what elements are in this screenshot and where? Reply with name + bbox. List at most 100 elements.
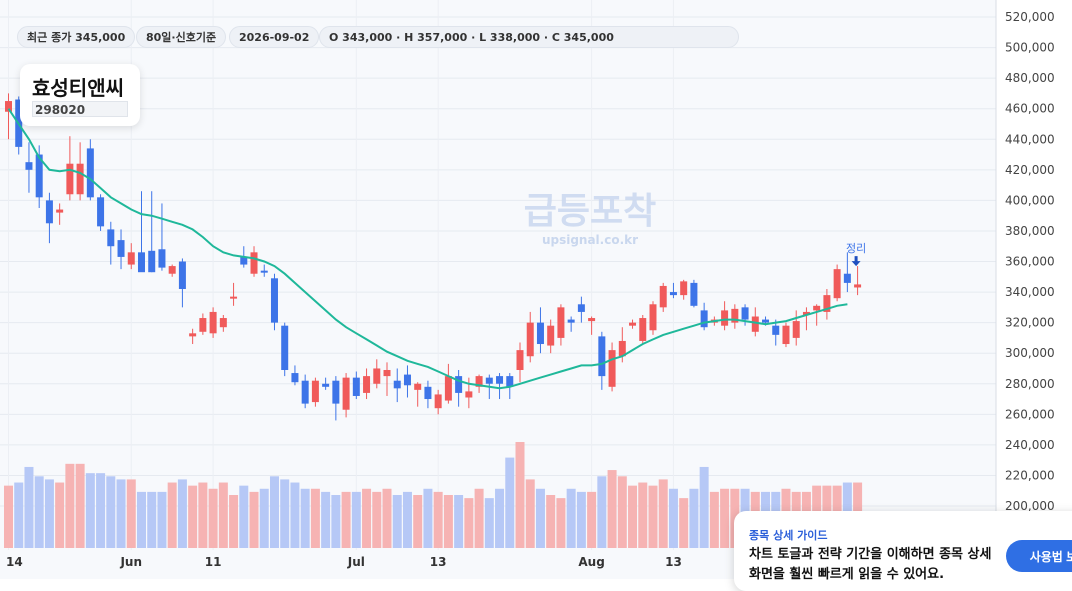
volume-bar — [628, 485, 638, 548]
stock-name-card: 효성티앤씨 298020 — [20, 64, 140, 126]
candle-body — [137, 252, 145, 273]
volume-bar — [157, 491, 167, 548]
volume-bar — [525, 479, 535, 548]
candle-body — [434, 394, 442, 409]
volume-bar — [229, 495, 239, 548]
candle-body — [741, 307, 749, 320]
candle-body — [199, 318, 207, 332]
volume-bar — [566, 488, 576, 548]
volume-bar — [720, 488, 730, 548]
candle-body — [516, 350, 524, 370]
volume-bar — [136, 491, 146, 548]
volume-bar — [106, 476, 116, 548]
y-tick-label: 300,000 — [1005, 346, 1055, 360]
volume-bar — [269, 476, 279, 548]
candle-body — [383, 369, 391, 377]
candle-body — [557, 307, 565, 338]
candle-body — [117, 240, 125, 257]
candle-body — [352, 377, 360, 396]
volume-bar — [556, 498, 566, 548]
y-tick-label: 460,000 — [1005, 102, 1055, 116]
candle-body — [813, 305, 821, 311]
volume-bar — [310, 488, 320, 548]
volume-bar — [515, 442, 525, 548]
candle-body — [301, 380, 309, 404]
y-tick-label: 320,000 — [1005, 316, 1055, 330]
volume-bar — [34, 476, 44, 548]
y-axis-panel — [996, 0, 1072, 579]
plot-background — [0, 0, 996, 579]
candle-body — [86, 148, 94, 198]
candle-body — [35, 154, 43, 198]
candle-body — [189, 333, 197, 337]
candle-body — [363, 376, 371, 393]
candle-body — [373, 368, 381, 384]
volume-bar — [668, 488, 678, 548]
candle-body — [322, 383, 330, 387]
volume-bar — [259, 488, 269, 548]
volume-bar — [126, 479, 136, 548]
volume-bar — [474, 488, 484, 548]
candle-body — [260, 270, 268, 273]
watermark: 급등포착 upsignal.co.kr — [524, 191, 656, 247]
candle-body — [291, 373, 299, 383]
candle-body — [240, 256, 248, 265]
volume-bar — [96, 473, 106, 548]
volume-bar — [44, 479, 54, 548]
volume-bar — [239, 485, 249, 548]
y-tick-label: 260,000 — [1005, 407, 1055, 421]
candle-body — [403, 374, 411, 386]
candle-body — [700, 310, 708, 328]
candle-body — [393, 380, 401, 389]
candle-body — [158, 249, 166, 268]
volume-bar — [198, 482, 208, 548]
candle-body — [588, 318, 596, 322]
volume-bar — [372, 491, 382, 548]
candle-body — [536, 322, 544, 345]
y-tick-label: 200,000 — [1005, 499, 1055, 513]
guide-title: 종목 상세 가이드 — [749, 529, 828, 542]
candle-body — [76, 163, 84, 195]
volume-bar — [188, 485, 198, 548]
candle-body — [465, 391, 473, 398]
candle-body — [506, 376, 514, 387]
volume-bar — [617, 476, 627, 548]
signal-marker: 정리 — [846, 242, 866, 267]
guide-popup: 종목 상세 가이드 차트 토글과 전략 기간을 이해하면 종목 상세 화면을 훨… — [734, 511, 1072, 591]
volume-bar — [300, 488, 310, 548]
candle-body — [833, 269, 841, 299]
candle-body — [475, 376, 483, 387]
signal-label: 정리 — [846, 242, 866, 255]
volume-bar — [679, 498, 689, 548]
y-tick-label: 220,000 — [1005, 468, 1055, 482]
how-to-use-button[interactable]: 사용법 보기 — [1006, 540, 1072, 572]
candle-body — [127, 252, 135, 265]
candle-body — [496, 376, 504, 384]
stock-code: 298020 — [32, 101, 128, 117]
x-tick-label: Jul — [347, 555, 365, 569]
volume-bar — [65, 463, 75, 548]
y-tick-label: 480,000 — [1005, 71, 1055, 85]
volume-bar — [484, 498, 494, 548]
volume-bar — [464, 498, 474, 548]
candle-body — [659, 285, 667, 308]
candle-body — [342, 377, 350, 410]
volume-bar — [208, 488, 218, 548]
candlestick-chart: 급등포착 upsignal.co.kr 정리 200,000 220,000 240… — [0, 0, 1072, 579]
x-tick-label: 11 — [205, 555, 222, 569]
candle-body — [629, 322, 637, 326]
volume-bar — [433, 491, 443, 548]
watermark-url: upsignal.co.kr — [542, 233, 638, 247]
candle-body — [178, 261, 186, 290]
volume-bar — [689, 488, 699, 548]
x-axis-ticks: 14 Jun 11 Jul 13 Aug 13 — [6, 555, 682, 569]
candle-body — [424, 386, 432, 400]
volume-bar — [505, 457, 515, 548]
x-tick-label: Aug — [578, 555, 604, 569]
volume-bar — [331, 495, 341, 548]
volume-bar — [75, 463, 85, 548]
candle-body — [219, 318, 227, 328]
candle-body — [802, 311, 810, 315]
period-chip: 80일·신호기준 — [136, 26, 227, 48]
y-tick-label: 520,000 — [1005, 10, 1055, 24]
